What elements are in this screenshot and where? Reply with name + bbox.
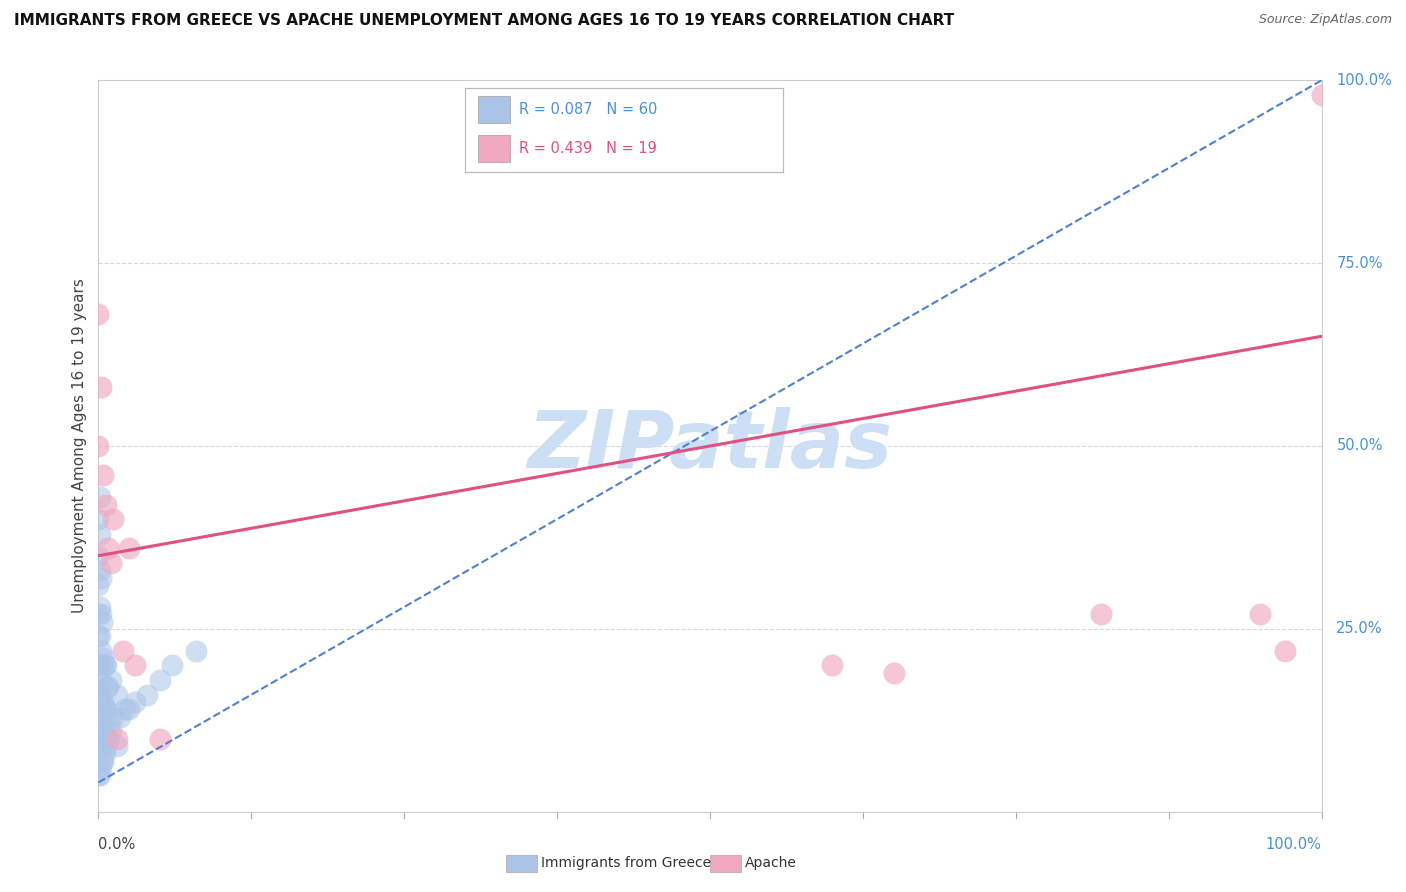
Text: Source: ZipAtlas.com: Source: ZipAtlas.com (1258, 13, 1392, 27)
Point (97, 731, 120, 746)
Point (90, 761, 112, 775)
Point (93, 746, 115, 760)
Point (87, 658, 110, 673)
Point (136, 688, 159, 702)
Point (91, 695, 114, 709)
Point (91, 754, 114, 768)
Point (93, 658, 115, 673)
Point (89, 768, 111, 782)
Point (105, 739, 128, 753)
Text: 50.0%: 50.0% (1336, 439, 1384, 453)
Point (89, 526, 111, 541)
Point (101, 709, 124, 723)
Point (91, 724, 114, 739)
Point (87, 768, 110, 782)
Text: 100.0%: 100.0% (1336, 73, 1392, 87)
Point (100, 724, 122, 739)
Y-axis label: Unemployment Among Ages 16 to 19 years: Unemployment Among Ages 16 to 19 years (72, 278, 87, 614)
Point (89, 717, 111, 731)
Point (91, 754, 114, 768)
Point (105, 688, 128, 702)
Point (1090, 607, 1112, 622)
Point (90, 380, 112, 394)
Point (100, 556, 122, 570)
Point (90, 731, 112, 746)
Point (89, 658, 111, 673)
Text: 25.0%: 25.0% (1336, 622, 1384, 636)
Point (87, 512, 110, 526)
Point (90, 673, 112, 687)
Text: 100.0%: 100.0% (1265, 838, 1322, 853)
Text: IMMIGRANTS FROM GREECE VS APACHE UNEMPLOYMENT AMONG AGES 16 TO 19 YEARS CORRELAT: IMMIGRANTS FROM GREECE VS APACHE UNEMPLO… (14, 13, 955, 29)
Point (91, 695, 114, 709)
Point (91, 724, 114, 739)
Point (87, 549, 110, 563)
Point (1274, 644, 1296, 658)
Point (105, 731, 128, 746)
Point (94, 702, 117, 716)
Point (90, 571, 112, 585)
Point (89, 688, 111, 702)
Point (97, 681, 120, 695)
Point (124, 658, 146, 673)
Point (100, 673, 122, 687)
Point (89, 629, 111, 643)
Point (89, 490, 111, 504)
Point (87, 731, 110, 746)
Point (91, 651, 114, 665)
Text: Apache: Apache (745, 856, 797, 871)
Text: 0.0%: 0.0% (98, 838, 135, 853)
Point (1310, 87, 1333, 102)
Point (118, 702, 141, 716)
Point (1249, 607, 1271, 622)
Point (124, 695, 146, 709)
Point (89, 563, 111, 577)
Point (87, 629, 110, 643)
Point (90, 644, 112, 658)
Point (94, 658, 117, 673)
Point (91, 658, 114, 673)
Point (87, 578, 110, 592)
Point (149, 673, 172, 687)
Point (87, 439, 110, 453)
Point (111, 644, 134, 658)
Text: ZIPatlas: ZIPatlas (527, 407, 893, 485)
Point (94, 739, 117, 753)
Point (91, 468, 114, 483)
Point (114, 702, 136, 716)
Point (90, 702, 112, 716)
Point (91, 615, 114, 629)
Point (97, 541, 120, 556)
Text: Immigrants from Greece: Immigrants from Greece (541, 856, 711, 871)
Point (87, 681, 110, 695)
Point (118, 541, 141, 556)
Point (93, 702, 115, 716)
Point (89, 739, 111, 753)
Point (98, 717, 121, 731)
Point (87, 709, 110, 723)
Point (101, 512, 124, 526)
Point (87, 307, 110, 321)
Text: 75.0%: 75.0% (1336, 256, 1384, 270)
Point (96, 731, 118, 746)
Point (883, 665, 905, 680)
Point (821, 658, 844, 673)
Point (90, 607, 112, 622)
Point (94, 498, 117, 512)
Point (186, 644, 208, 658)
Point (87, 607, 110, 622)
Point (89, 599, 111, 614)
Point (96, 681, 118, 695)
Point (110, 709, 132, 723)
Point (149, 731, 172, 746)
Point (160, 658, 183, 673)
